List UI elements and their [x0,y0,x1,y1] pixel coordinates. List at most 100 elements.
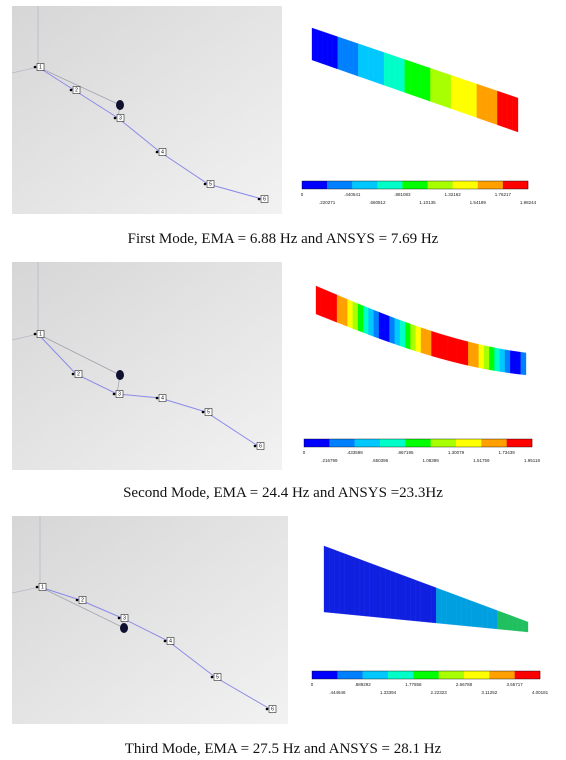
contour-band [508,95,513,131]
contour-band [374,49,379,83]
contour-band [364,46,369,80]
contour-band [468,342,473,367]
node [204,183,207,186]
contour-band [513,616,518,631]
node-label: 4 [169,639,172,645]
colorbar-cell [352,181,377,189]
contour-band [495,348,500,372]
legend-label: 0 [303,450,306,455]
contour-band [447,336,452,362]
legend-label: .433598 [347,450,364,455]
contour-band [482,605,487,628]
contour-band [384,53,389,88]
ema-view [12,262,282,470]
colorbar-cell [402,181,427,189]
node-label: 6 [259,444,262,450]
contour-band [492,609,497,629]
figure: 1234560.440541.8810831.321621.76217.2202… [0,0,566,760]
shaker [116,100,124,110]
contour-band [458,339,463,364]
contour-band [425,67,430,102]
contour-band [492,89,497,125]
node-label: 6 [263,197,266,203]
contour-band [329,548,334,613]
contour-band [338,37,343,71]
colorbar-cell [503,181,528,189]
contour-band [487,88,492,124]
contour-band [467,81,472,116]
node [34,66,37,69]
contour-band [339,552,344,614]
contour-band [321,288,326,318]
ema-view [12,516,288,724]
node-label: 6 [271,707,274,713]
contour-band [426,329,431,355]
contour-band [516,351,521,374]
node-label: 1 [39,332,42,338]
node [113,393,116,396]
colorbar-cell [327,181,352,189]
contour-band [508,614,513,630]
colorbar-cell [329,439,355,447]
contour-band [420,65,425,100]
contour-band [416,326,421,353]
node-label: 2 [81,598,84,604]
contour-band [374,310,379,338]
contour-band [394,56,399,91]
contour-band [344,554,349,615]
node [164,640,167,643]
contour-band [343,39,348,73]
node-label: 2 [75,88,78,94]
contour-band [451,75,456,110]
legend-label: 4.00181 [532,690,549,695]
node [36,586,39,589]
contour-band [436,70,441,105]
contour-band [360,559,365,616]
caption: First Mode, EMA = 6.88 Hz and ANSYS = 7.… [128,231,439,247]
node [76,599,79,602]
contour-band [410,61,415,96]
contour-band [421,328,426,355]
contour-band [395,573,400,620]
contour-band [369,308,374,336]
colorbar-cell [489,671,515,679]
contour-band [442,334,447,360]
node-label: 4 [161,396,164,402]
contour-band [316,286,321,316]
node [266,708,269,711]
contour-band [370,563,375,617]
contour-band [457,595,462,625]
contour-band [432,331,437,357]
node [34,333,37,336]
legend-label: .220271 [319,200,336,205]
contour-band [389,54,394,89]
node [70,89,73,92]
legend-label: .881083 [394,192,411,197]
legend-label: 1.95118 [524,458,540,463]
contour-band [411,578,416,621]
contour-band [334,550,339,614]
contour-band [513,96,518,132]
node [118,617,121,620]
contour-band [333,35,338,69]
colorbar-cell [515,671,541,679]
colorbar-cell [388,671,414,679]
colorbar-cell [377,181,402,189]
contour-band [497,611,502,630]
contour-band [390,316,395,344]
legend-label: .440541 [344,192,361,197]
contour-band [436,588,441,624]
contour-band [452,594,457,626]
legend-label: 1.30079 [448,450,465,455]
contour-band [324,546,329,613]
contour-band [363,306,368,335]
contour-band [437,333,442,359]
node-label: 1 [41,585,44,591]
contour-band [379,51,384,85]
contour-band [384,314,389,342]
contour-band [342,297,347,326]
contour-band [453,338,458,363]
contour-band [327,290,332,320]
colorbar-cell [478,181,503,189]
